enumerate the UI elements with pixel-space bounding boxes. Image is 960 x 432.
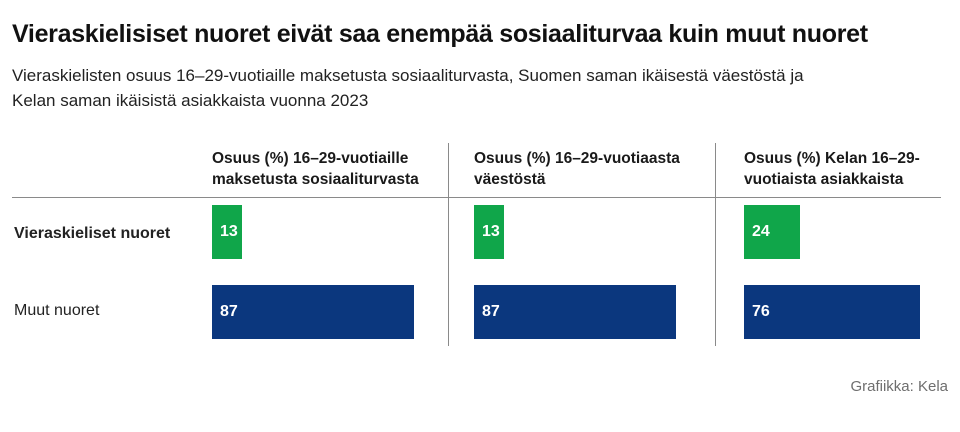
column-header-2: Osuus (%) 16–29-vuotiaasta väestöstä	[474, 150, 680, 188]
data-label-row2-col1: 87	[220, 303, 238, 320]
column-header-3: Osuus (%) Kelan 16–29-vuotiaista asiakka…	[744, 150, 920, 188]
column-header-1: Osuus (%) 16–29-vuotiaille maksetusta so…	[212, 150, 419, 188]
data-label-row1-col2: 13	[482, 223, 500, 240]
bar-row2-col3: 76	[744, 285, 920, 339]
bar-row2-col2: 87	[474, 285, 676, 339]
data-label-row2-col2: 87	[482, 303, 500, 320]
bar-row2-col1: 87	[212, 285, 414, 339]
chart-subtitle: Vieraskielisten osuus 16–29-vuotiaille m…	[12, 66, 804, 110]
source-credit: Grafiikka: Kela	[850, 378, 948, 395]
column-divider-1	[448, 143, 449, 346]
data-label-row1-col1: 13	[220, 223, 238, 240]
chart-title: Vieraskielisiset nuoret eivät saa enempä…	[12, 20, 868, 48]
header-rule	[12, 197, 941, 198]
column-divider-2	[715, 143, 716, 346]
bar-row1-col3: 24	[744, 205, 800, 259]
data-label-row2-col3: 76	[752, 303, 770, 320]
bar-row1-col2: 13	[474, 205, 504, 259]
data-label-row1-col3: 24	[752, 223, 770, 240]
row-label-2: Muut nuoret	[14, 302, 100, 319]
bar-row1-col1: 13	[212, 205, 242, 259]
row-label-1: Vieraskieliset nuoret	[14, 225, 171, 242]
